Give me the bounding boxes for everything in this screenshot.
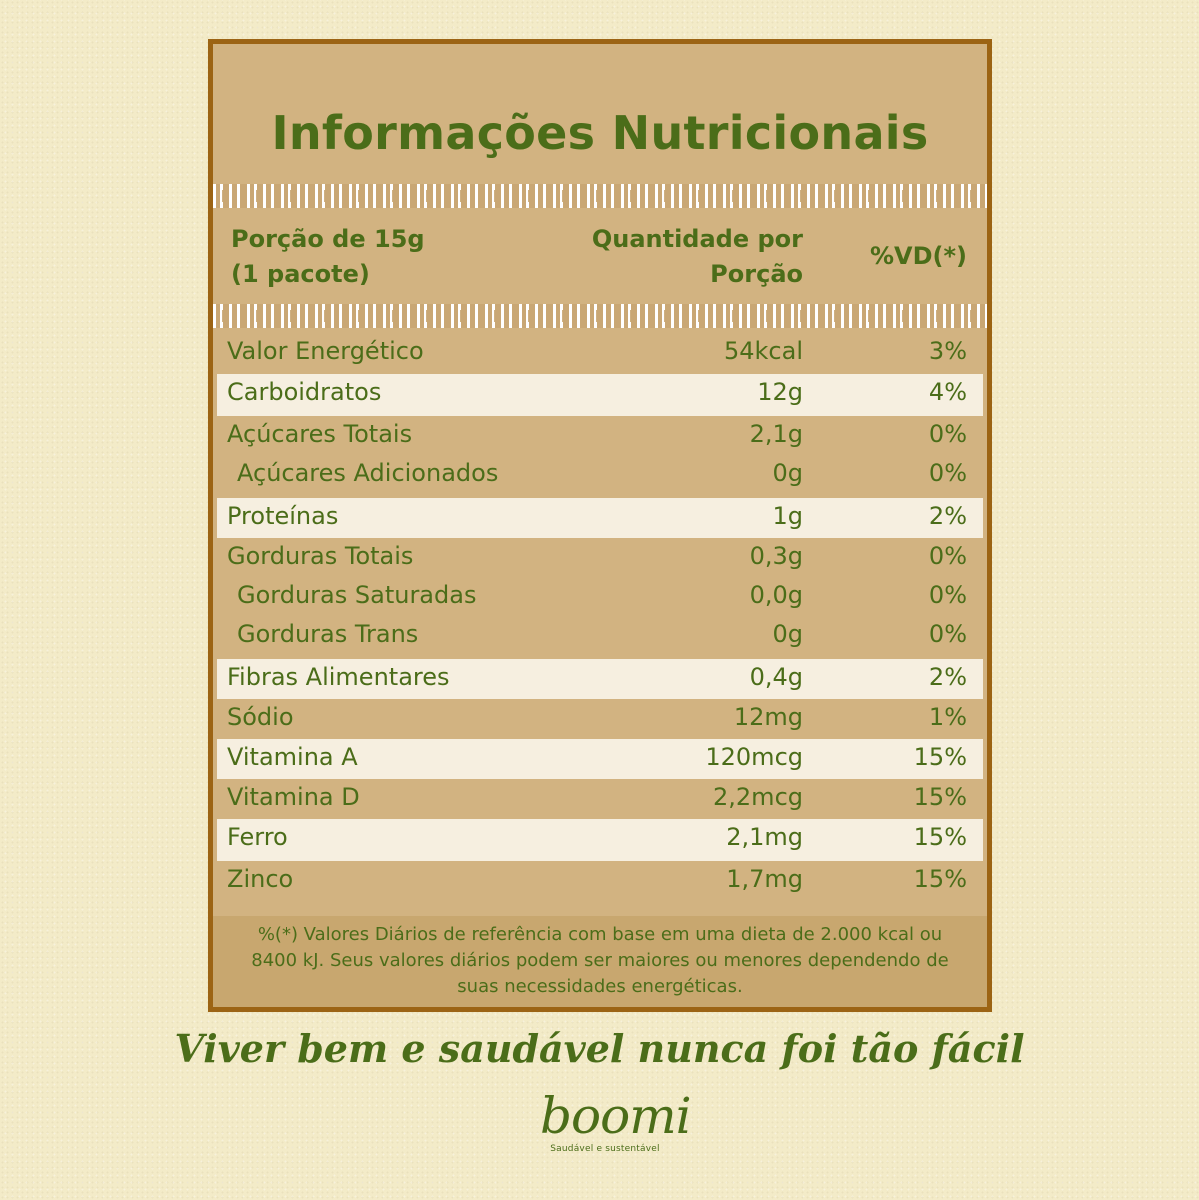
nutrient-daily-value: 2% — [928, 502, 967, 530]
nutrient-name: Açúcares Adicionados — [237, 459, 499, 487]
nutrient-amount: 54kcal — [723, 337, 803, 365]
nutrient-line: Ferro 2,1mg 15% — [217, 819, 983, 861]
nutrient-amount: 12g — [757, 378, 803, 406]
brand-name: boomi — [540, 1087, 692, 1145]
daily-value-header: %VD(*) — [869, 242, 967, 270]
nutrient-name: Zinco — [227, 865, 294, 893]
nutrient-line: Zinco 1,7mg 15% — [213, 861, 987, 903]
nutrient-daily-value: 0% — [928, 542, 967, 570]
nutrient-amount: 12mg — [733, 703, 803, 731]
nutrient-line: Açúcares Totais 2,1g 0% — [213, 416, 987, 455]
nutrient-line: Sódio 12mg 1% — [213, 699, 987, 739]
table-row: Sódio 12mg 1% — [213, 699, 987, 739]
nutrient-daily-value: 1% — [928, 703, 967, 731]
nutrient-amount: 0,3g — [749, 542, 803, 570]
nutrient-name: Gorduras Trans — [237, 620, 419, 648]
brand-logo: boomi Saudável e sustentável — [540, 1087, 692, 1158]
page-title: Informações Nutricionais — [271, 106, 929, 160]
table-row: Vitamina D 2,2mcg 15% — [213, 779, 987, 819]
table-row: Carboidratos 12g 4% — [217, 374, 983, 416]
nutrient-amount: 1,7mg — [726, 865, 803, 893]
nutrient-line: Valor Energético 54kcal 3% — [213, 333, 987, 374]
nutrient-name: Valor Energético — [227, 337, 424, 365]
decorative-pattern-band — [213, 184, 987, 208]
nutrient-name: Vitamina D — [227, 783, 360, 811]
nutrient-amount: 2,1g — [749, 420, 803, 448]
nutrient-line: Gorduras Trans 0g 0% — [213, 616, 987, 655]
nutrient-amount: 0g — [772, 459, 803, 487]
table-row: Fibras Alimentares 0,4g 2% — [217, 659, 983, 699]
table-row: Açúcares Totais 2,1g 0% Açúcares Adicionado… — [213, 416, 987, 498]
nutrient-name: Gorduras Totais — [227, 542, 414, 570]
nutrient-daily-value: 15% — [913, 823, 967, 851]
table-header: Porção de 15g (1 pacote) Quantidade por … — [213, 208, 987, 304]
table-row: Proteínas 1g 2% — [217, 498, 983, 538]
nutrient-name: Vitamina A — [227, 743, 358, 771]
slogan: Viver bem e saudável nunca foi tão fácil — [174, 1026, 1025, 1071]
nutrient-name: Sódio — [227, 703, 294, 731]
table-row: Ferro 2,1mg 15% — [217, 819, 983, 861]
nutrient-line: Fibras Alimentares 0,4g 2% — [217, 659, 983, 699]
nutrient-amount: 0,0g — [749, 581, 803, 609]
nutrient-name: Ferro — [227, 823, 288, 851]
portion-label: Porção de 15g (1 pacote) — [231, 225, 425, 288]
nutrient-amount: 120mcg — [705, 743, 803, 771]
nutrient-table: Valor Energético 54kcal 3% Carboidratos 12g 4… — [213, 333, 987, 903]
nutrient-line: Vitamina A 120mcg 15% — [217, 739, 983, 779]
nutrient-daily-value: 4% — [928, 378, 967, 406]
nutrient-daily-value: 0% — [928, 459, 967, 487]
quantity-header: Quantidade por Porção — [591, 225, 803, 288]
nutrient-name: Gorduras Saturadas — [237, 581, 477, 609]
nutrient-daily-value: 0% — [928, 581, 967, 609]
nutrient-daily-value: 0% — [928, 420, 967, 448]
table-row: Gorduras Totais 0,3g 0% Gorduras Saturadas 0… — [213, 538, 987, 659]
nutrient-name: Carboidratos — [227, 378, 382, 406]
table-row: Zinco 1,7mg 15% — [213, 861, 987, 903]
nutrient-daily-value: 3% — [928, 337, 967, 365]
nutrient-daily-value: 0% — [928, 620, 967, 648]
nutrient-line: Açúcares Adicionados 0g 0% — [213, 455, 987, 494]
nutrient-line: Proteínas 1g 2% — [217, 498, 983, 538]
brand-tagline: Saudável e sustentável — [550, 1144, 660, 1154]
nutrient-amount: 0g — [772, 620, 803, 648]
nutrient-daily-value: 2% — [928, 663, 967, 691]
nutrient-daily-value: 15% — [913, 783, 967, 811]
nutrient-line: Gorduras Saturadas 0,0g 0% — [213, 577, 987, 616]
table-row: Vitamina A 120mcg 15% — [217, 739, 983, 779]
nutrient-daily-value: 15% — [913, 743, 967, 771]
nutrition-facts-panel: Informações Nutricionais Porção de 15g (… — [208, 39, 992, 1012]
nutrient-amount: 1g — [772, 502, 803, 530]
nutrient-amount: 0,4g — [749, 663, 803, 691]
nutrient-daily-value: 15% — [913, 865, 967, 893]
table-row: Valor Energético 54kcal 3% — [213, 333, 987, 374]
decorative-pattern-band — [213, 304, 987, 328]
nutrient-line: Carboidratos 12g 4% — [217, 374, 983, 416]
nutrient-line: Gorduras Totais 0,3g 0% — [213, 538, 987, 577]
nutrient-amount: 2,1mg — [726, 823, 803, 851]
footnote: %(*) Valores Diários de referência com b… — [213, 916, 987, 1007]
nutrient-name: Açúcares Totais — [227, 420, 413, 448]
nutrient-name: Proteínas — [227, 502, 339, 530]
nutrient-amount: 2,2mcg — [713, 783, 803, 811]
nutrient-line: Vitamina D 2,2mcg 15% — [213, 779, 987, 819]
nutrient-name: Fibras Alimentares — [227, 663, 450, 691]
